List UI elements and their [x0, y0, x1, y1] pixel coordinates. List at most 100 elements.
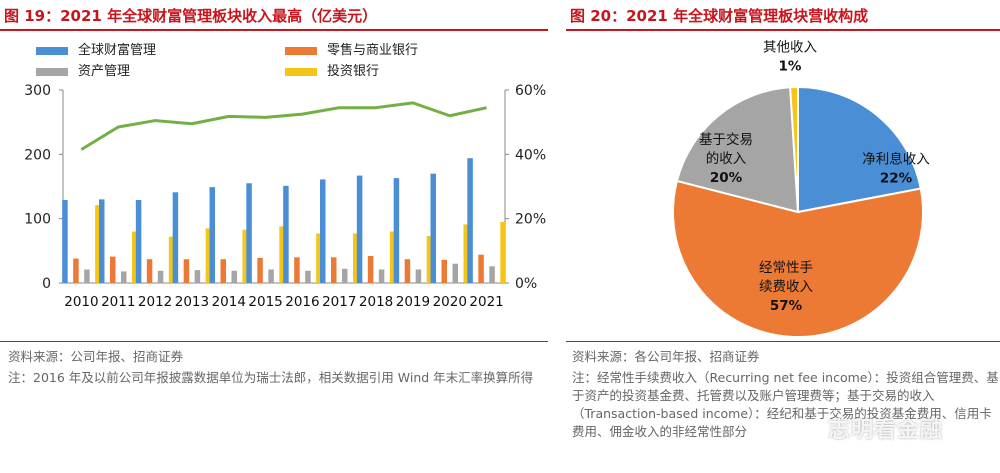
- share-line: [80, 101, 487, 151]
- bar-2-2012: [157, 270, 164, 283]
- x-tick-label: 2020: [433, 294, 467, 310]
- pie-label-2-1: 的收入: [706, 151, 747, 167]
- pie-label-3-0: 其他收入: [763, 40, 817, 56]
- bar-2-2016: [305, 270, 311, 283]
- pie-label-0-1: 22%: [880, 171, 913, 187]
- x-tick-label: 2021: [469, 294, 503, 310]
- legend-swatch-asset: [36, 67, 68, 76]
- legend-label-wealth: 全球财富管理: [78, 43, 157, 58]
- left-source: 资料来源：公司年报、招商证券: [8, 349, 184, 364]
- bar-3-2015: [279, 226, 285, 283]
- y2-tick-label: 60%: [515, 83, 546, 99]
- bar-1-2014: [220, 259, 226, 283]
- bar-1-2018: [367, 255, 374, 283]
- bar-3-2010: [95, 205, 101, 283]
- y-tick-label: 0: [42, 276, 51, 292]
- legend-swatch-ib: [285, 67, 317, 76]
- pie-slice-0: [797, 85, 922, 214]
- bar-3-2012: [168, 236, 175, 283]
- title-rule: [0, 29, 548, 31]
- right-source: 资料来源：各公司年报、招商证券: [572, 349, 760, 364]
- legend-label-ib: 投资银行: [327, 64, 380, 79]
- bar-2-2021: [489, 266, 495, 283]
- bar-2-2011: [121, 271, 127, 283]
- pie-label-1-1: 续费收入: [759, 279, 813, 295]
- bar-0-2013: [172, 192, 179, 283]
- figure-19-title: 图 19：2021 年全球财富管理板块收入最高（亿美元）: [4, 7, 378, 25]
- bar-1-2017: [331, 257, 337, 283]
- y-tick-label: 200: [24, 147, 51, 163]
- y2-tick-label: 20%: [515, 212, 546, 228]
- legend-label-retail: 零售与商业银行: [327, 43, 419, 58]
- bar-3-2018: [389, 231, 396, 283]
- bar-1-2021: [478, 254, 484, 283]
- x-tick-label: 2018: [359, 294, 393, 310]
- bar-0-2015: [246, 183, 252, 283]
- source-rule: [566, 341, 1000, 342]
- right-figure-panel: 图 20：2021 年全球财富管理板块营收构成 净利息收入 22% 经常性手 续费收入…: [566, 0, 1000, 473]
- pie-label-2-0: 基于交易: [699, 131, 753, 148]
- bar-3-2020: [463, 224, 469, 283]
- watermark-text: 志明看金融: [828, 418, 944, 443]
- bar-0-2020: [430, 173, 436, 283]
- left-note: 注：2016 年及以前公司年报披露数据单位为瑞士法郎，相关数据引用 Wind 年…: [8, 370, 534, 385]
- bar-1-2020: [441, 259, 447, 283]
- x-tick-label: 2015: [248, 294, 282, 310]
- x-tick-label: 2019: [396, 294, 430, 310]
- x-tick-label: 2013: [175, 294, 209, 310]
- source-rule: [0, 341, 548, 342]
- bar-0-2012: [135, 200, 142, 283]
- bar-0-2014: [209, 187, 215, 283]
- bar-0-2017: [320, 179, 326, 283]
- x-tick-label: 2016: [285, 294, 319, 310]
- bar-0-2010: [62, 200, 68, 283]
- x-tick-label: 2014: [212, 294, 246, 310]
- bar-3-2019: [426, 236, 433, 283]
- wechat-icon: [798, 420, 824, 441]
- bar-0-2016: [283, 185, 289, 283]
- bar-3-2017: [353, 233, 359, 283]
- bar-2-2010: [84, 269, 90, 283]
- y-tick-label: 300: [24, 83, 51, 99]
- x-tick-label: 2010: [64, 294, 98, 310]
- bar-2-2015: [268, 269, 274, 283]
- pie-slice-2: [675, 86, 800, 214]
- bar-0-2021: [467, 158, 473, 283]
- bar-3-2014: [242, 229, 248, 283]
- right-note: 注：经常性手续费收入（Recurring net fee income）：投资组…: [572, 370, 999, 439]
- pie-slice-1: [672, 179, 924, 338]
- x-tick-label: 2017: [322, 294, 356, 310]
- bar-0-2011: [99, 199, 105, 283]
- x-tick-label: 2011: [101, 294, 135, 310]
- pie-label-0-0: 净利息收入: [862, 151, 930, 168]
- bar-3-2021: [500, 221, 506, 283]
- bar-1-2010: [73, 258, 79, 283]
- bar-1-2013: [183, 259, 190, 283]
- x-tick-label: 2012: [138, 294, 172, 310]
- bar-2-2013: [194, 270, 201, 283]
- bar-1-2016: [294, 257, 300, 283]
- bar-2-2017: [342, 268, 348, 283]
- bar-2-2019: [415, 269, 422, 283]
- bar-1-2011: [110, 256, 116, 283]
- title-rule: [566, 29, 1000, 31]
- bar-3-2016: [316, 233, 322, 283]
- figure-20-title: 图 20：2021 年全球财富管理板块营收构成: [570, 7, 869, 25]
- legend-swatch-wealth: [36, 46, 68, 55]
- pie-label-1-2: 57%: [770, 298, 803, 314]
- bar-0-2018: [356, 175, 363, 283]
- pie-label-3-1: 1%: [779, 59, 802, 75]
- pie-chart: 净利息收入 22% 经常性手续费收入 57% 基于交易的收入 20% 其他收入 1%: [672, 40, 930, 338]
- bar-2-2018: [378, 269, 385, 283]
- bar-1-2015: [257, 257, 263, 283]
- watermark: 志明看金融: [798, 412, 943, 444]
- legend-label-asset: 资产管理: [78, 64, 131, 79]
- bar-3-2011: [132, 231, 138, 283]
- legend-item-asset: 资产管理: [36, 63, 130, 81]
- y2-tick-label: 0%: [515, 276, 537, 292]
- bar-3-2013: [205, 228, 212, 283]
- y2-tick-label: 40%: [515, 147, 546, 163]
- legend-item-retail: 零售与商业银行: [285, 42, 418, 60]
- legend-item-wealth: 全球财富管理: [36, 42, 156, 60]
